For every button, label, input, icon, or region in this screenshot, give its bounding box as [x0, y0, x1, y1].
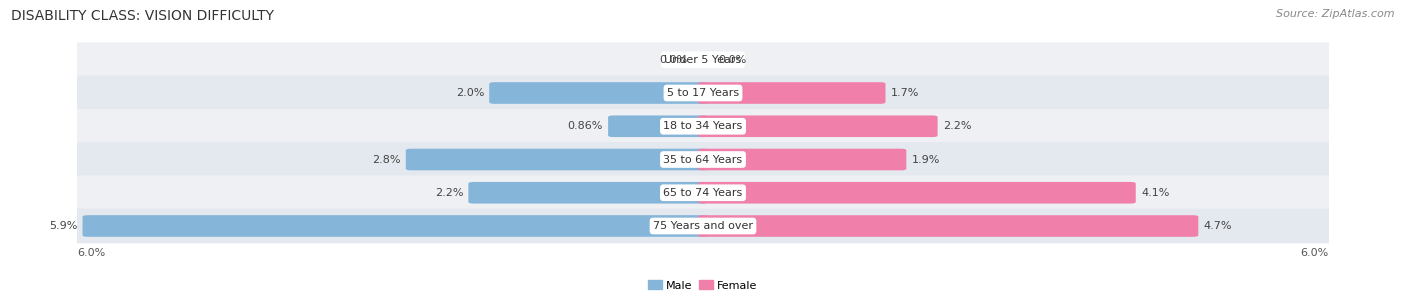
- FancyBboxPatch shape: [69, 76, 1337, 110]
- Text: 6.0%: 6.0%: [1301, 248, 1329, 257]
- FancyBboxPatch shape: [697, 82, 886, 104]
- Text: 0.0%: 0.0%: [659, 55, 688, 65]
- FancyBboxPatch shape: [468, 182, 709, 204]
- Text: Source: ZipAtlas.com: Source: ZipAtlas.com: [1277, 9, 1395, 19]
- Text: 2.8%: 2.8%: [373, 154, 401, 164]
- Text: 4.7%: 4.7%: [1204, 221, 1232, 231]
- FancyBboxPatch shape: [697, 149, 907, 170]
- FancyBboxPatch shape: [69, 142, 1337, 177]
- FancyBboxPatch shape: [69, 209, 1337, 243]
- FancyBboxPatch shape: [609, 116, 709, 137]
- FancyBboxPatch shape: [697, 182, 1136, 204]
- FancyBboxPatch shape: [697, 116, 938, 137]
- Text: 65 to 74 Years: 65 to 74 Years: [664, 188, 742, 198]
- Text: 75 Years and over: 75 Years and over: [652, 221, 754, 231]
- Legend: Male, Female: Male, Female: [648, 280, 758, 291]
- FancyBboxPatch shape: [697, 215, 1198, 237]
- Text: DISABILITY CLASS: VISION DIFFICULTY: DISABILITY CLASS: VISION DIFFICULTY: [11, 9, 274, 23]
- FancyBboxPatch shape: [69, 43, 1337, 77]
- Text: 35 to 64 Years: 35 to 64 Years: [664, 154, 742, 164]
- Text: 4.1%: 4.1%: [1140, 188, 1170, 198]
- FancyBboxPatch shape: [69, 175, 1337, 210]
- Text: 6.0%: 6.0%: [77, 248, 105, 257]
- FancyBboxPatch shape: [83, 215, 709, 237]
- Text: Under 5 Years: Under 5 Years: [665, 55, 741, 65]
- Text: 18 to 34 Years: 18 to 34 Years: [664, 121, 742, 131]
- Text: 5.9%: 5.9%: [49, 221, 77, 231]
- FancyBboxPatch shape: [489, 82, 709, 104]
- Text: 2.0%: 2.0%: [456, 88, 484, 98]
- FancyBboxPatch shape: [406, 149, 709, 170]
- Text: 1.7%: 1.7%: [891, 88, 920, 98]
- FancyBboxPatch shape: [69, 109, 1337, 143]
- Text: 0.0%: 0.0%: [718, 55, 747, 65]
- Text: 2.2%: 2.2%: [943, 121, 972, 131]
- Text: 2.2%: 2.2%: [434, 188, 463, 198]
- Text: 1.9%: 1.9%: [911, 154, 941, 164]
- Text: 0.86%: 0.86%: [568, 121, 603, 131]
- Text: 5 to 17 Years: 5 to 17 Years: [666, 88, 740, 98]
